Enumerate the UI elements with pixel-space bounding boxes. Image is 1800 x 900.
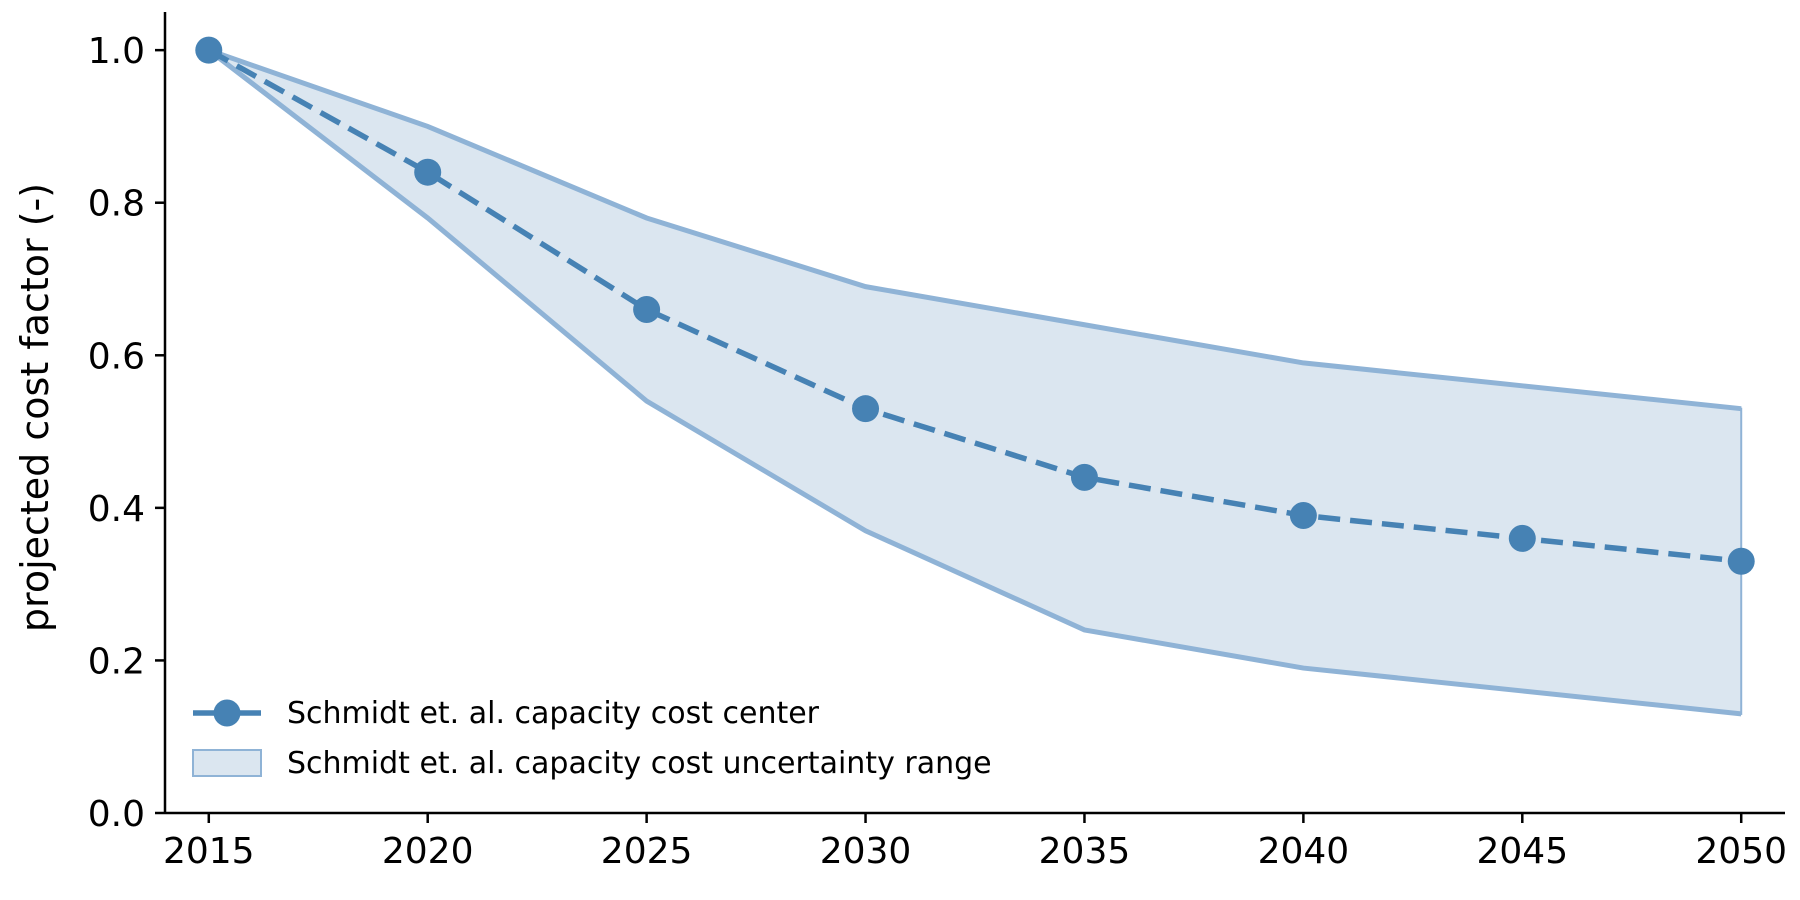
center-series-point — [1727, 547, 1755, 575]
x-tick-label: 2040 — [1258, 831, 1350, 872]
x-tick-label: 2025 — [601, 831, 693, 872]
x-tick-label: 2035 — [1039, 831, 1131, 872]
legend-center-marker-swatch — [213, 699, 241, 727]
uncertainty-band-lower-edge — [207, 48, 1742, 717]
center-series-point — [633, 296, 661, 324]
uncertainty-band-area — [208, 49, 1743, 715]
center-series-line — [207, 47, 1742, 564]
y-axis-label: projected cost factor (-) — [13, 183, 57, 632]
y-tick-label: 0.4 — [88, 489, 145, 530]
x-tick-label: 2050 — [1695, 831, 1787, 872]
center-line-layer — [195, 36, 1755, 575]
uncertainty-band-upper-edge — [207, 47, 1742, 412]
center-series-point — [1070, 463, 1098, 491]
x-tick-label: 2020 — [382, 831, 474, 872]
center-series-point — [1508, 524, 1536, 552]
y-tick-label: 0.0 — [88, 794, 145, 835]
x-tick-label: 2045 — [1476, 831, 1568, 872]
x-tick-label: 2030 — [820, 831, 912, 872]
legend: Schmidt et. al. capacity cost center Sch… — [192, 696, 992, 781]
center-series-point — [1289, 501, 1317, 529]
y-tick-label: 0.6 — [88, 336, 145, 377]
y-tick-label: 0.2 — [88, 641, 145, 682]
x-tick-label: 2015 — [163, 831, 255, 872]
legend-center-label: Schmidt et. al. capacity cost center — [287, 696, 820, 731]
uncertainty-band-layer — [207, 47, 1743, 717]
legend-band-label: Schmidt et. al. capacity cost uncertaint… — [287, 746, 992, 781]
center-series-point — [852, 395, 880, 423]
axes-layer — [163, 12, 1785, 815]
tick-layer: 2015 2020 2025 2030 2035 2040 2045 2050 0.0 0.2 0.… — [88, 31, 1787, 872]
y-tick-label: 1.0 — [88, 31, 145, 72]
center-series-point — [195, 36, 223, 64]
y-tick-label: 0.8 — [88, 184, 145, 225]
legend-band-swatch — [192, 749, 262, 777]
center-series-point — [414, 158, 442, 186]
